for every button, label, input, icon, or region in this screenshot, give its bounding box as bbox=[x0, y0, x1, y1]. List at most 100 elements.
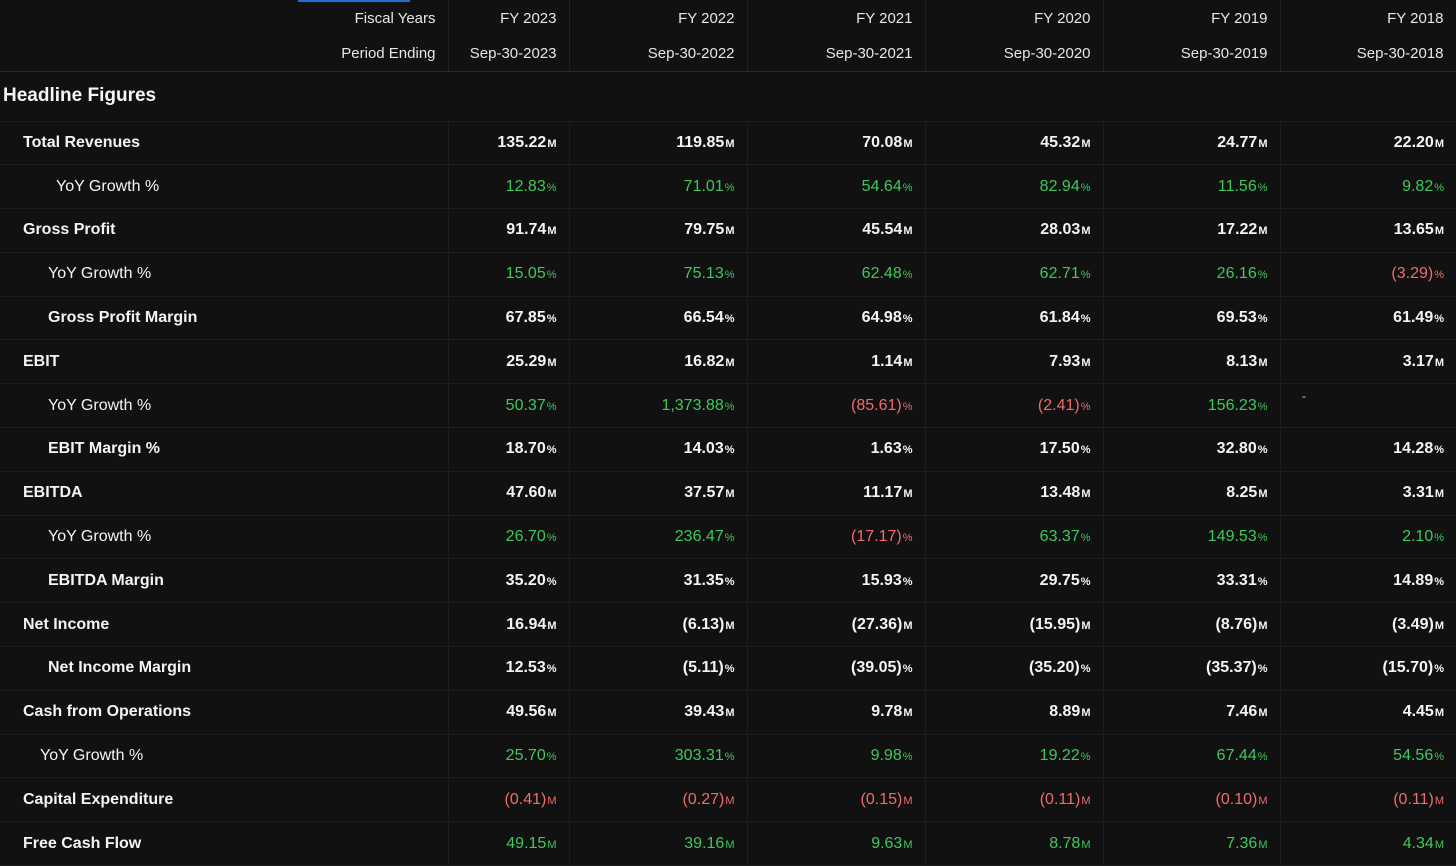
year-header[interactable]: FY 2020 bbox=[925, 0, 1104, 37]
cell-value: 1.63 bbox=[870, 440, 902, 458]
period-ending-row: Period Ending Sep-30-2023 Sep-30-2022 Se… bbox=[0, 37, 1456, 72]
cell-value: 82.94 bbox=[1039, 177, 1080, 195]
row-label: YoY Growth % bbox=[0, 383, 449, 429]
value-cell: (85.61)% bbox=[747, 383, 926, 429]
row-label: YoY Growth % bbox=[0, 734, 449, 779]
cell-value: 156.23 bbox=[1207, 396, 1257, 414]
value-cell: (15.95)M bbox=[925, 602, 1104, 648]
year-header[interactable]: FY 2018 bbox=[1280, 0, 1456, 37]
cell-unit: % bbox=[1434, 532, 1444, 545]
cell-unit: % bbox=[1080, 751, 1091, 764]
cell-value: 3.17 bbox=[1402, 352, 1434, 370]
cell-value: 16.82 bbox=[684, 352, 725, 370]
row-label: YoY Growth % bbox=[0, 252, 449, 297]
cell-unit: M bbox=[903, 838, 913, 851]
year-header[interactable]: FY 2019 bbox=[1103, 0, 1281, 37]
value-cell: 39.16M bbox=[569, 821, 748, 866]
value-cell: (3.29)% bbox=[1280, 252, 1456, 297]
value-cell: 9.78M bbox=[747, 690, 926, 735]
value-cell: (3.49)M bbox=[1280, 602, 1456, 648]
value-cell: 8.89M bbox=[925, 690, 1104, 735]
row-label: EBIT Margin % bbox=[0, 427, 449, 472]
cell-unit: M bbox=[1081, 137, 1091, 150]
cell-value: 8.89 bbox=[1049, 703, 1081, 721]
cell-value: 50.37 bbox=[505, 396, 546, 414]
table-row: Gross Profit Margin 67.85% 66.54% 64.98% 61.… bbox=[0, 296, 1456, 341]
cell-unit: % bbox=[546, 532, 557, 545]
value-cell: 79.75M bbox=[569, 208, 748, 253]
cell-unit: M bbox=[725, 137, 735, 150]
value-cell: 236.47% bbox=[569, 515, 748, 560]
cell-value: 12.53 bbox=[505, 659, 546, 677]
cell-value: (15.95) bbox=[1029, 615, 1081, 633]
cell-unit: % bbox=[902, 400, 913, 413]
cell-unit: M bbox=[1434, 225, 1444, 238]
value-cell: 4.45M bbox=[1280, 690, 1456, 735]
cell-unit: M bbox=[1081, 707, 1091, 720]
year-header[interactable]: FY 2022 bbox=[569, 0, 748, 37]
cell-value: 67.44 bbox=[1216, 747, 1257, 765]
table-row: EBITDA Margin 35.20% 31.35% 15.93% 29.75% 33.… bbox=[0, 558, 1456, 604]
cell-unit: % bbox=[902, 181, 913, 194]
cell-unit: % bbox=[1257, 575, 1268, 588]
cell-value: 39.16 bbox=[684, 834, 725, 852]
value-cell: (0.27)M bbox=[569, 777, 748, 823]
cell-unit: % bbox=[1080, 663, 1091, 676]
cell-value: 54.56 bbox=[1393, 747, 1434, 765]
value-cell: 70.08M bbox=[747, 121, 926, 166]
value-cell: 45.54M bbox=[747, 208, 926, 253]
value-cell: 69.53% bbox=[1103, 296, 1281, 341]
value-cell: 15.93% bbox=[747, 558, 926, 604]
value-cell: 37.57M bbox=[569, 471, 748, 516]
cell-value: (15.70) bbox=[1382, 659, 1434, 677]
year-header[interactable]: FY 2023 bbox=[448, 0, 570, 37]
row-label: Gross Profit Margin bbox=[0, 296, 449, 341]
value-cell: 82.94% bbox=[925, 164, 1104, 210]
value-cell: 14.28% bbox=[1280, 427, 1456, 472]
value-cell: 3.17M bbox=[1280, 339, 1456, 385]
period-date: Sep-30-2023 bbox=[448, 37, 570, 72]
value-cell: 4.34M bbox=[1280, 821, 1456, 866]
cell-value: (5.11) bbox=[682, 659, 724, 677]
cell-unit: M bbox=[1258, 488, 1268, 501]
value-cell: 12.83% bbox=[448, 164, 570, 210]
value-cell: 45.32M bbox=[925, 121, 1104, 166]
value-cell: (35.37)% bbox=[1103, 646, 1281, 691]
cell-unit: M bbox=[725, 225, 735, 238]
value-cell: 64.98% bbox=[747, 296, 926, 341]
cell-value: (6.13) bbox=[682, 615, 725, 633]
value-cell: (27.36)M bbox=[747, 602, 926, 648]
cell-value: 1,373.88 bbox=[661, 396, 724, 414]
cell-unit: % bbox=[546, 575, 557, 588]
cell-unit: M bbox=[1434, 794, 1444, 807]
cell-value: (0.15) bbox=[860, 790, 903, 808]
value-cell: (35.20)% bbox=[925, 646, 1104, 691]
cell-value: (17.17) bbox=[851, 528, 902, 546]
row-label: Total Revenues bbox=[0, 121, 449, 166]
cell-unit: % bbox=[724, 751, 735, 764]
cell-unit: M bbox=[903, 356, 913, 369]
table-row: Total Revenues 135.22M 119.85M 70.08M 45.32M… bbox=[0, 121, 1456, 166]
value-cell: (0.11)M bbox=[1280, 777, 1456, 823]
value-cell: 8.78M bbox=[925, 821, 1104, 866]
value-cell: (0.10)M bbox=[1103, 777, 1281, 823]
table-row: YoY Growth % 50.37% 1,373.88% (85.61)% (2.41… bbox=[0, 383, 1456, 429]
value-cell: 67.85% bbox=[448, 296, 570, 341]
value-cell: 3.31M bbox=[1280, 471, 1456, 516]
cell-unit: % bbox=[1257, 444, 1268, 457]
cell-value: 16.94 bbox=[506, 615, 547, 633]
cell-value: 54.64 bbox=[861, 177, 902, 195]
table-row: Cash from Operations 49.56M 39.43M 9.78M 8.8… bbox=[0, 690, 1456, 735]
cell-value: 31.35 bbox=[683, 571, 724, 589]
cell-value: 70.08 bbox=[862, 133, 903, 151]
value-cell: 16.82M bbox=[569, 339, 748, 385]
row-label: EBIT bbox=[0, 339, 449, 385]
cell-value: (39.05) bbox=[851, 659, 902, 677]
cell-value: 9.98 bbox=[870, 747, 902, 765]
cell-value: 119.85 bbox=[676, 133, 725, 151]
cell-value: 236.47 bbox=[674, 528, 724, 546]
cell-unit: % bbox=[1434, 181, 1444, 194]
row-label: Capital Expenditure bbox=[0, 777, 449, 823]
table-row: Net Income Margin 12.53% (5.11)% (39.05)% (3… bbox=[0, 646, 1456, 691]
year-header[interactable]: FY 2021 bbox=[747, 0, 926, 37]
